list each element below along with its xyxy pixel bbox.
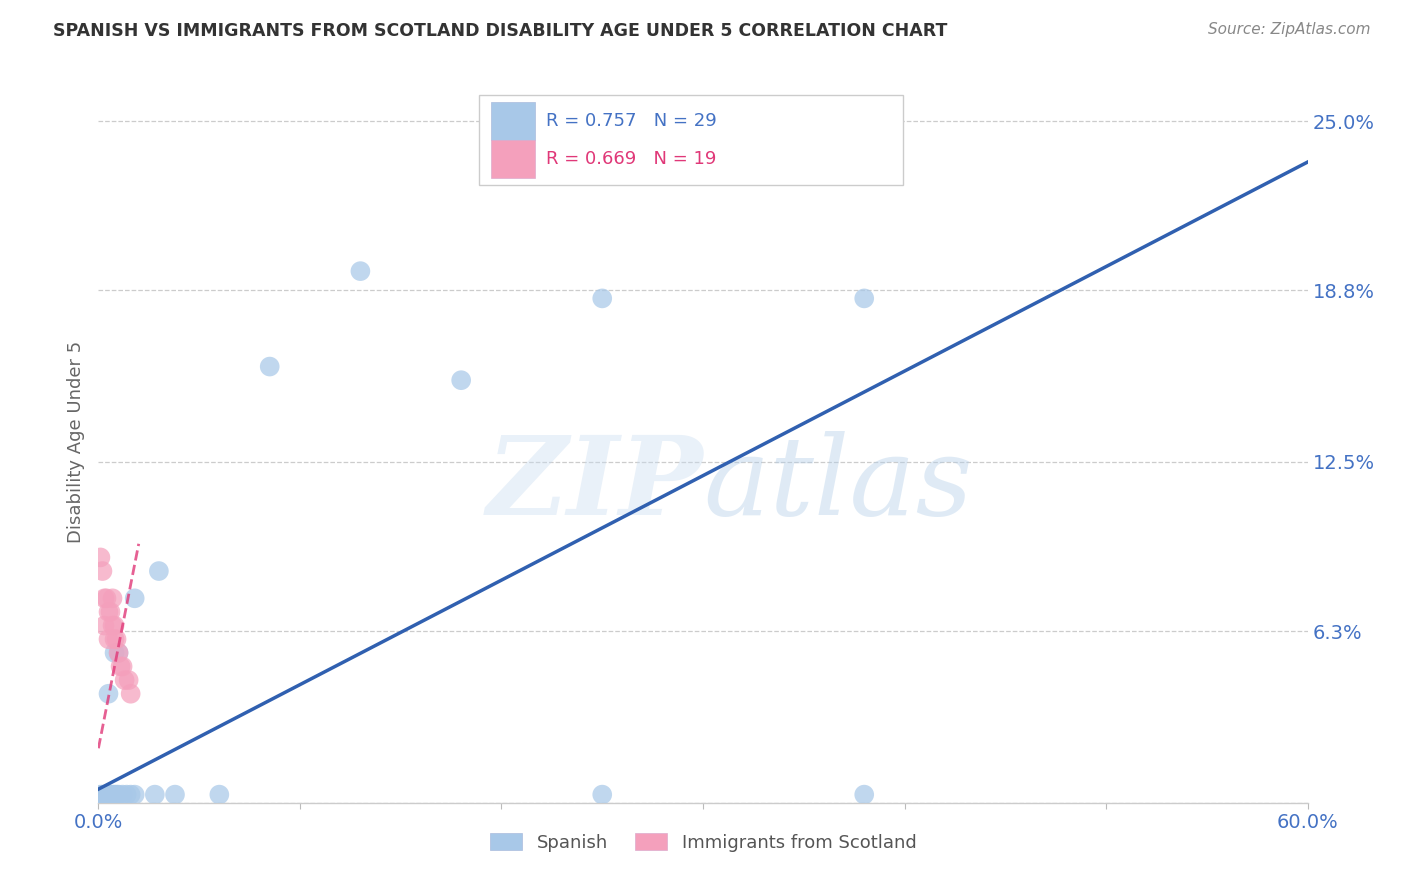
Point bbox=[97, 687, 120, 701]
Text: ZIP: ZIP bbox=[486, 431, 703, 539]
Text: R = 0.757   N = 29: R = 0.757 N = 29 bbox=[546, 112, 717, 129]
Point bbox=[103, 646, 125, 660]
Point bbox=[105, 788, 128, 802]
Point bbox=[124, 788, 146, 802]
Point bbox=[110, 659, 132, 673]
Point bbox=[93, 591, 115, 606]
Point bbox=[120, 788, 142, 802]
Point bbox=[853, 292, 876, 306]
Point bbox=[96, 788, 118, 802]
Point bbox=[107, 646, 129, 660]
Point bbox=[208, 788, 231, 802]
FancyBboxPatch shape bbox=[479, 95, 903, 185]
Point bbox=[91, 788, 114, 802]
Point bbox=[89, 550, 111, 565]
Text: atlas: atlas bbox=[703, 431, 973, 539]
Point bbox=[96, 591, 118, 606]
Text: R = 0.669   N = 19: R = 0.669 N = 19 bbox=[546, 150, 716, 168]
FancyBboxPatch shape bbox=[492, 140, 534, 178]
Point bbox=[101, 788, 124, 802]
Point bbox=[103, 788, 125, 802]
FancyBboxPatch shape bbox=[492, 102, 534, 139]
Point bbox=[853, 788, 876, 802]
Point bbox=[91, 564, 114, 578]
Point bbox=[89, 788, 111, 802]
Point bbox=[591, 788, 613, 802]
Y-axis label: Disability Age Under 5: Disability Age Under 5 bbox=[66, 341, 84, 542]
Point bbox=[97, 632, 120, 647]
Point bbox=[107, 646, 129, 660]
Point bbox=[111, 788, 134, 802]
Point bbox=[163, 788, 186, 802]
Point bbox=[103, 618, 125, 632]
Point bbox=[93, 618, 115, 632]
Point bbox=[120, 687, 142, 701]
Legend: Spanish, Immigrants from Scotland: Spanish, Immigrants from Scotland bbox=[478, 822, 928, 863]
Point bbox=[101, 591, 124, 606]
Point bbox=[97, 605, 120, 619]
Text: Source: ZipAtlas.com: Source: ZipAtlas.com bbox=[1208, 22, 1371, 37]
Point bbox=[118, 673, 141, 687]
Point bbox=[259, 359, 281, 374]
Point bbox=[114, 673, 136, 687]
Point bbox=[124, 591, 146, 606]
Point bbox=[143, 788, 166, 802]
Point bbox=[148, 564, 170, 578]
Point bbox=[103, 632, 125, 647]
Point bbox=[111, 659, 134, 673]
Point bbox=[115, 788, 138, 802]
Point bbox=[105, 632, 128, 647]
Point bbox=[591, 292, 613, 306]
Point bbox=[97, 788, 120, 802]
Point bbox=[349, 264, 371, 278]
Text: SPANISH VS IMMIGRANTS FROM SCOTLAND DISABILITY AGE UNDER 5 CORRELATION CHART: SPANISH VS IMMIGRANTS FROM SCOTLAND DISA… bbox=[53, 22, 948, 40]
Point bbox=[107, 788, 129, 802]
Point bbox=[100, 605, 122, 619]
Point bbox=[100, 788, 122, 802]
Point bbox=[450, 373, 472, 387]
Point bbox=[101, 618, 124, 632]
Point bbox=[93, 788, 115, 802]
